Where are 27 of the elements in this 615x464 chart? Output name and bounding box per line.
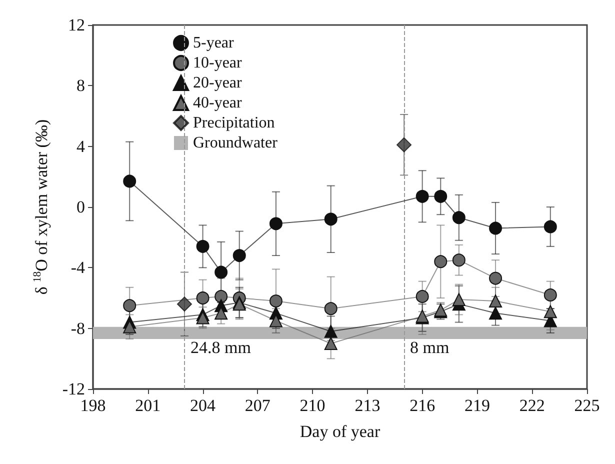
x-tick-label: 204	[190, 396, 216, 415]
ref-line-label: 8 mm	[410, 338, 450, 357]
x-tick-label: 213	[354, 396, 380, 415]
x-tick-label: 222	[519, 396, 545, 415]
y-tick-label: -4	[70, 258, 86, 278]
x-tick-label: 207	[244, 396, 271, 415]
legend-label: 5-year	[193, 34, 235, 52]
legend-label: 10-year	[193, 54, 243, 72]
y-tick-label: 4	[76, 136, 86, 156]
y-tick-label: 12	[68, 16, 85, 34]
x-tick-label: 216	[410, 396, 436, 415]
legend-label: 20-year	[193, 74, 243, 92]
y-tick-label: 0	[76, 198, 85, 216]
legend-label: 40-year	[193, 94, 243, 112]
x-tick-label: 198	[80, 396, 106, 415]
x-tick-label: 219	[464, 396, 490, 415]
legend-label: Groundwater	[193, 134, 278, 152]
x-tick-label: 210	[300, 396, 326, 415]
y-axis-title: δ 18O of xylem water (‰)	[32, 119, 51, 295]
y-tick-label: -8	[70, 318, 85, 338]
x-axis-title: Day of year	[300, 422, 380, 441]
ref-line-label: 24.8 mm	[190, 338, 251, 357]
legend-label: Precipitation	[193, 114, 275, 132]
x-tick-label: 225	[574, 396, 600, 415]
y-tick-label: -12	[62, 380, 85, 398]
y-tick-label: 8	[76, 76, 85, 96]
x-tick-label: 201	[135, 396, 161, 415]
